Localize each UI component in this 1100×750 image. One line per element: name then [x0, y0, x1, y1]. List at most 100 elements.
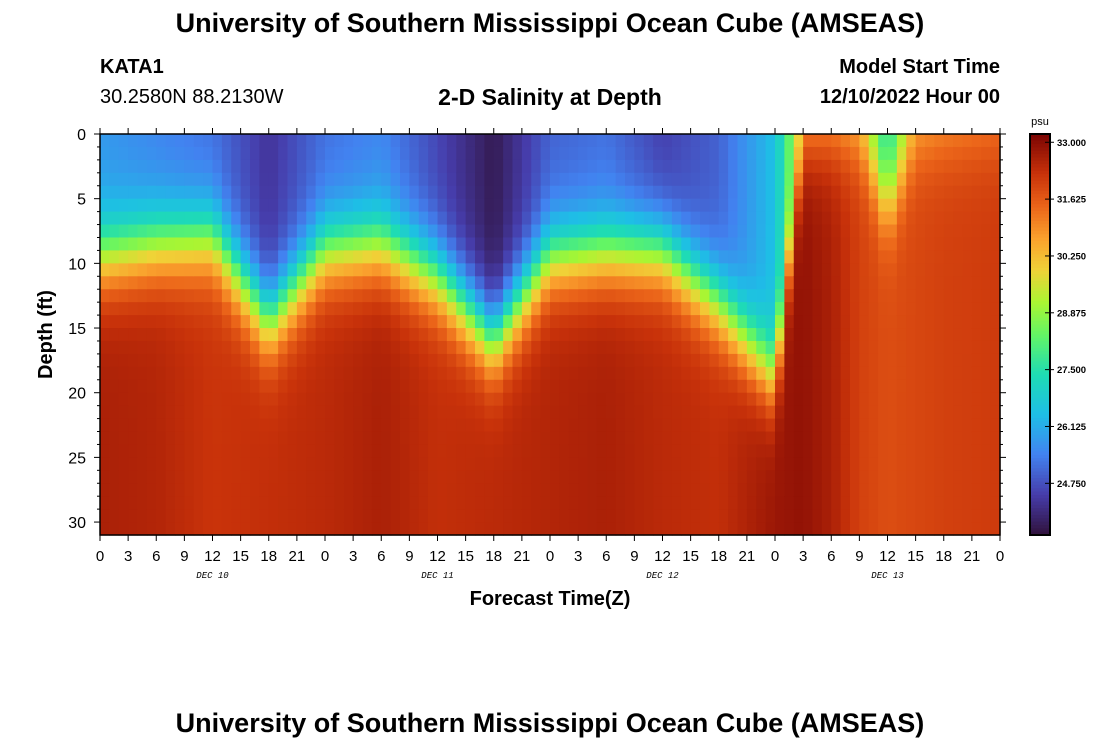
heatmap-cell: [615, 444, 626, 458]
heatmap-cell: [212, 470, 223, 484]
heatmap-cell: [343, 379, 354, 394]
heatmap-cell: [662, 289, 673, 303]
heatmap-cell: [990, 159, 1001, 174]
heatmap-cell: [475, 289, 485, 303]
heatmap-cell: [681, 146, 692, 161]
heatmap-cell: [606, 483, 617, 497]
heatmap-cell: [887, 483, 898, 497]
heatmap-cell: [971, 496, 982, 510]
heatmap-cell: [981, 470, 992, 484]
colorbar-segment: [1030, 411, 1050, 416]
heatmap-cell: [287, 405, 298, 420]
heatmap-cell: [578, 224, 589, 239]
heatmap-cell: [981, 302, 992, 316]
heatmap-cell: [756, 146, 767, 161]
heatmap-cell: [503, 483, 514, 497]
heatmap-cell: [934, 211, 945, 226]
heatmap-cell: [278, 185, 289, 200]
heatmap-cell: [615, 483, 626, 497]
heatmap-cell: [540, 509, 551, 523]
heatmap-cell: [371, 198, 382, 213]
heatmap-cell: [437, 444, 448, 458]
heatmap-cell: [756, 392, 767, 407]
heatmap-cell: [925, 224, 935, 239]
heatmap-cell: [109, 496, 120, 510]
heatmap-cell: [653, 263, 664, 277]
heatmap-cell: [868, 328, 879, 342]
heatmap-cell: [259, 172, 270, 187]
heatmap-cell: [765, 146, 776, 161]
heatmap-cell: [315, 496, 326, 510]
heatmap-cell: [643, 418, 654, 433]
heatmap-cell: [362, 340, 373, 355]
heatmap-cell: [850, 302, 860, 316]
heatmap-cell: [418, 237, 429, 252]
heatmap-cell: [990, 263, 1001, 277]
heatmap-cell: [737, 185, 748, 200]
heatmap-cell: [971, 211, 982, 226]
heatmap-cell: [456, 496, 467, 510]
heatmap-cell: [418, 418, 429, 433]
heatmap-cell: [165, 340, 176, 355]
colorbar-segment: [1030, 471, 1050, 476]
heatmap-cell: [840, 431, 851, 446]
heatmap-cell: [165, 509, 176, 523]
heatmap-cell: [146, 496, 157, 510]
heatmap-cell: [803, 250, 814, 264]
heatmap-cell: [400, 522, 410, 536]
heatmap-cell: [503, 509, 514, 523]
heatmap-cell: [746, 340, 757, 355]
heatmap-cell: [475, 522, 485, 536]
heatmap-cell: [240, 522, 251, 536]
heatmap-cell: [268, 224, 279, 239]
heatmap-cell: [493, 392, 504, 407]
heatmap-cell: [325, 134, 335, 148]
heatmap-cell: [296, 418, 307, 433]
heatmap-cell: [175, 509, 185, 523]
heatmap-cell: [306, 198, 317, 213]
heatmap-cell: [531, 224, 542, 239]
heatmap-cell: [446, 146, 457, 161]
heatmap-cell: [653, 418, 664, 433]
heatmap-cell: [296, 159, 307, 174]
heatmap-cell: [268, 237, 279, 252]
heatmap-cell: [765, 224, 776, 239]
heatmap-cell: [521, 224, 532, 239]
heatmap-cell: [278, 211, 289, 226]
heatmap-cell: [812, 340, 823, 355]
heatmap-cell: [653, 496, 664, 510]
heatmap-cell: [390, 522, 401, 536]
heatmap-cell: [278, 418, 289, 433]
heatmap-cell: [371, 211, 382, 226]
colorbar-segment: [1030, 327, 1050, 332]
heatmap-cell: [409, 211, 420, 226]
heatmap-cell: [540, 444, 551, 458]
heatmap-cell: [221, 522, 232, 536]
heatmap-cell: [428, 276, 439, 290]
heatmap-cell: [671, 172, 682, 187]
heatmap-cell: [971, 134, 982, 148]
heatmap-cell: [831, 444, 842, 458]
heatmap-cell: [353, 328, 364, 342]
colorbar-segment: [1030, 438, 1050, 443]
heatmap-cell: [906, 289, 917, 303]
heatmap-cell: [850, 250, 860, 264]
heatmap-cell: [231, 340, 242, 355]
heatmap-cell: [381, 379, 392, 394]
heatmap-cell: [925, 392, 935, 407]
heatmap-cell: [981, 522, 992, 536]
heatmap-cell: [503, 379, 514, 394]
heatmap-cell: [559, 315, 570, 329]
heatmap-cell: [165, 198, 176, 213]
heatmap-cell: [634, 198, 645, 213]
heatmap-cell: [306, 172, 317, 187]
heatmap-cell: [840, 392, 851, 407]
heatmap-cell: [728, 224, 739, 239]
heatmap-cell: [146, 444, 157, 458]
heatmap-cell: [934, 470, 945, 484]
heatmap-cell: [943, 185, 954, 200]
heatmap-cell: [681, 250, 692, 264]
heatmap-cell: [765, 379, 776, 394]
heatmap-cell: [184, 366, 195, 381]
heatmap-cell: [475, 302, 485, 316]
